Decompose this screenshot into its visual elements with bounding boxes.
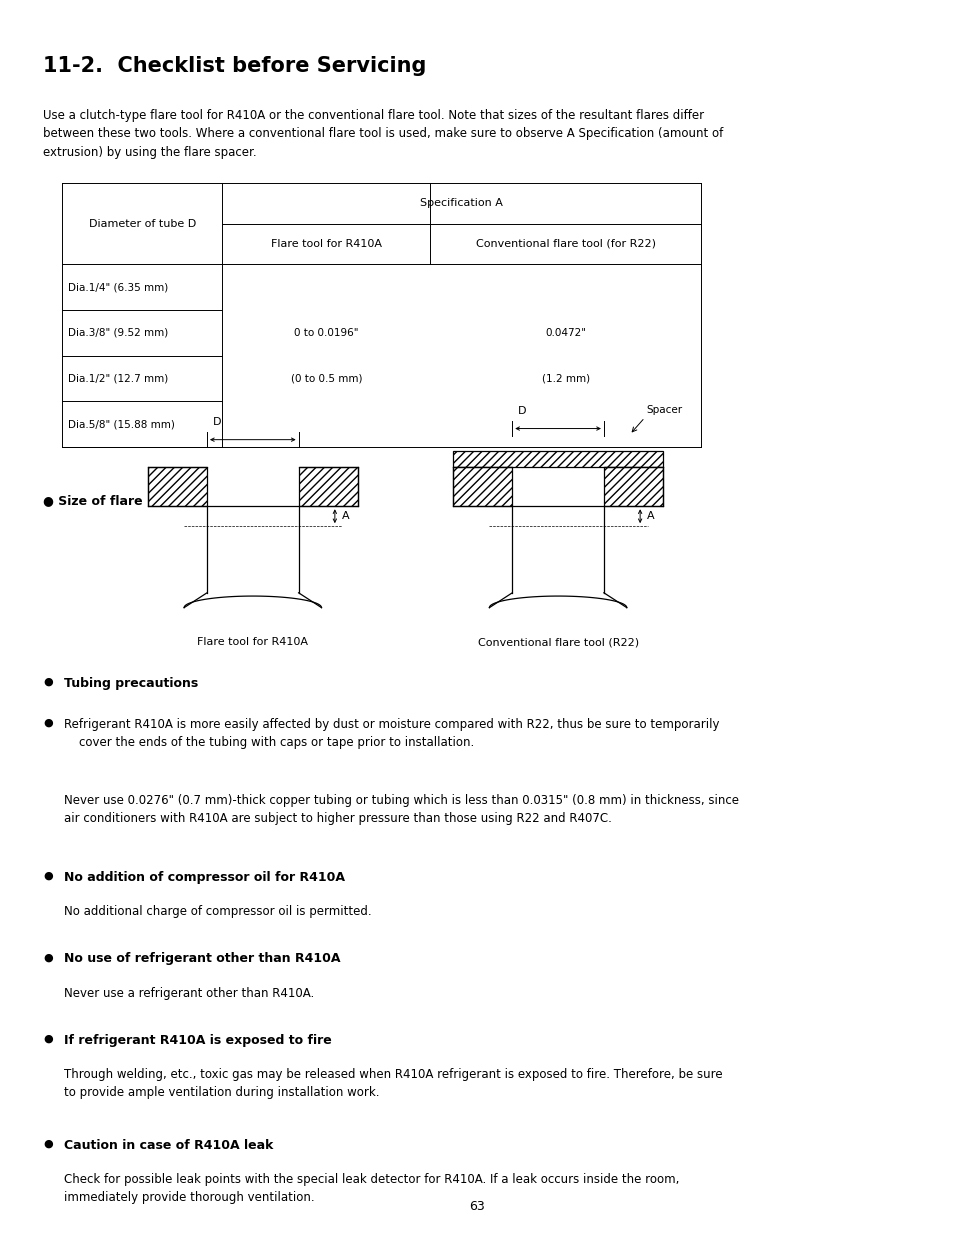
Text: Through welding, etc., toxic gas may be released when R410A refrigerant is expos: Through welding, etc., toxic gas may be …: [64, 1068, 721, 1099]
Polygon shape: [148, 467, 207, 506]
Text: Never use 0.0276" (0.7 mm)-thick copper tubing or tubing which is less than 0.03: Never use 0.0276" (0.7 mm)-thick copper …: [64, 794, 739, 825]
Text: Diameter of tube D: Diameter of tube D: [89, 219, 195, 228]
Text: ●: ●: [43, 952, 52, 962]
Text: Flare tool for R410A: Flare tool for R410A: [271, 238, 381, 249]
Text: Refrigerant R410A is more easily affected by dust or moisture compared with R22,: Refrigerant R410A is more easily affecte…: [64, 718, 719, 748]
Text: (0 to 0.5 mm): (0 to 0.5 mm): [291, 373, 361, 384]
Text: Use a clutch-type flare tool for R410A or the conventional flare tool. Note that: Use a clutch-type flare tool for R410A o…: [43, 109, 722, 158]
Polygon shape: [603, 467, 662, 506]
Text: No additional charge of compressor oil is permitted.: No additional charge of compressor oil i…: [64, 905, 371, 919]
Text: Caution in case of R410A leak: Caution in case of R410A leak: [64, 1139, 273, 1152]
Text: 0 to 0.0196": 0 to 0.0196": [294, 327, 358, 338]
Text: A: A: [341, 511, 349, 521]
Text: ● Size of flare: ● Size of flare: [43, 494, 142, 508]
Text: No addition of compressor oil for R410A: No addition of compressor oil for R410A: [64, 871, 345, 884]
Text: 63: 63: [469, 1199, 484, 1213]
Text: Dia.3/8" (9.52 mm): Dia.3/8" (9.52 mm): [68, 327, 168, 338]
Text: Spacer: Spacer: [646, 405, 682, 415]
Text: ●: ●: [43, 718, 52, 727]
Text: Dia.5/8" (15.88 mm): Dia.5/8" (15.88 mm): [68, 419, 174, 430]
Text: (1.2 mm): (1.2 mm): [541, 373, 589, 384]
Text: Conventional flare tool (for R22): Conventional flare tool (for R22): [476, 238, 655, 249]
Text: Tubing precautions: Tubing precautions: [64, 677, 198, 690]
Text: 0.0472": 0.0472": [545, 327, 585, 338]
Text: Specification A: Specification A: [420, 198, 502, 209]
Text: ●: ●: [43, 871, 52, 881]
Text: D: D: [213, 417, 221, 427]
Text: 11-2.  Checklist before Servicing: 11-2. Checklist before Servicing: [43, 56, 426, 75]
Text: Check for possible leak points with the special leak detector for R410A. If a le: Check for possible leak points with the …: [64, 1173, 679, 1204]
Text: Flare tool for R410A: Flare tool for R410A: [197, 637, 308, 647]
Polygon shape: [453, 451, 662, 467]
Text: ●: ●: [43, 1034, 52, 1044]
Text: D: D: [517, 406, 526, 416]
Text: No use of refrigerant other than R410A: No use of refrigerant other than R410A: [64, 952, 340, 966]
Text: A: A: [646, 511, 654, 521]
Text: Dia.1/2" (12.7 mm): Dia.1/2" (12.7 mm): [68, 373, 168, 384]
Text: ●: ●: [43, 677, 52, 687]
Polygon shape: [453, 467, 512, 506]
Text: Dia.1/4" (6.35 mm): Dia.1/4" (6.35 mm): [68, 282, 168, 293]
Text: Conventional flare tool (R22): Conventional flare tool (R22): [477, 637, 638, 647]
Polygon shape: [298, 467, 357, 506]
Text: Never use a refrigerant other than R410A.: Never use a refrigerant other than R410A…: [64, 987, 314, 1000]
Text: ●: ●: [43, 1139, 52, 1149]
Text: If refrigerant R410A is exposed to fire: If refrigerant R410A is exposed to fire: [64, 1034, 332, 1047]
